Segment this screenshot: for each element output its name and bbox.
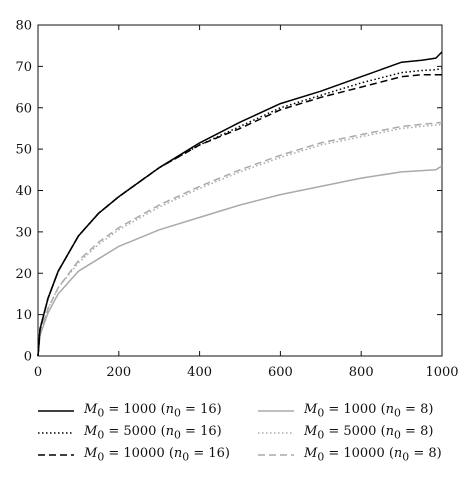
series-line-5 <box>37 123 443 357</box>
series-line-1 <box>37 51 443 357</box>
legend-label: M0 = 10000 (n0 = 8) <box>304 446 442 464</box>
legend: M0 = 1000 (n0 = 16) M0 = 5000 (n0 = 16) M0… <box>0 400 474 480</box>
y-tick-label: 40 <box>15 184 32 199</box>
y-tick-label: 50 <box>15 143 32 158</box>
plot-frame <box>37 24 443 357</box>
legend-item: M0 = 1000 (n0 = 8) <box>258 401 433 421</box>
legend-label: M0 = 5000 (n0 = 16) <box>84 424 222 442</box>
y-tick-label: 0 <box>24 350 32 365</box>
line-chart: 0 200 400 600 800 1000 0 10 20 30 40 50 60 70 80 <box>15 19 458 381</box>
legend-swatch <box>258 410 294 412</box>
x-tick-label: 400 <box>187 365 212 380</box>
legend-item: M0 = 5000 (n0 = 16) <box>38 423 222 443</box>
series-layer <box>37 51 443 357</box>
x-tick-label: 800 <box>349 365 374 380</box>
plot-border <box>37 24 443 357</box>
series-line-6 <box>37 121 443 357</box>
series-line-4 <box>37 165 443 357</box>
y-tick-label: 30 <box>15 225 32 240</box>
axis-ticks: 0 200 400 600 800 1000 0 10 20 30 40 50 60 70 80 <box>15 19 458 381</box>
legend-item: M0 = 1000 (n0 = 16) <box>38 401 222 421</box>
legend-swatch <box>38 454 74 456</box>
y-tick-label: 80 <box>15 19 32 34</box>
y-tick-label: 10 <box>15 308 32 323</box>
x-tick-label: 200 <box>106 365 131 380</box>
legend-item: M0 = 10000 (n0 = 16) <box>38 445 230 465</box>
series-line-3 <box>37 73 442 357</box>
legend-label: M0 = 1000 (n0 = 8) <box>304 402 434 420</box>
y-tick-label: 70 <box>15 60 32 75</box>
series-line-2 <box>37 67 443 357</box>
legend-swatch <box>38 432 74 434</box>
legend-item: M0 = 5000 (n0 = 8) <box>258 423 433 443</box>
legend-item: M0 = 10000 (n0 = 8) <box>258 445 442 465</box>
legend-swatch <box>258 432 294 434</box>
x-tick-label: 1000 <box>425 365 458 380</box>
legend-swatch <box>258 454 294 456</box>
legend-swatch <box>38 410 74 412</box>
y-tick-label: 20 <box>15 267 32 282</box>
x-tick-label: 0 <box>34 365 42 380</box>
x-tick-label: 600 <box>268 365 293 380</box>
legend-label: M0 = 1000 (n0 = 16) <box>84 402 222 420</box>
y-tick-label: 60 <box>15 101 32 116</box>
legend-label: M0 = 5000 (n0 = 8) <box>304 424 434 442</box>
legend-label: M0 = 10000 (n0 = 16) <box>84 446 230 464</box>
